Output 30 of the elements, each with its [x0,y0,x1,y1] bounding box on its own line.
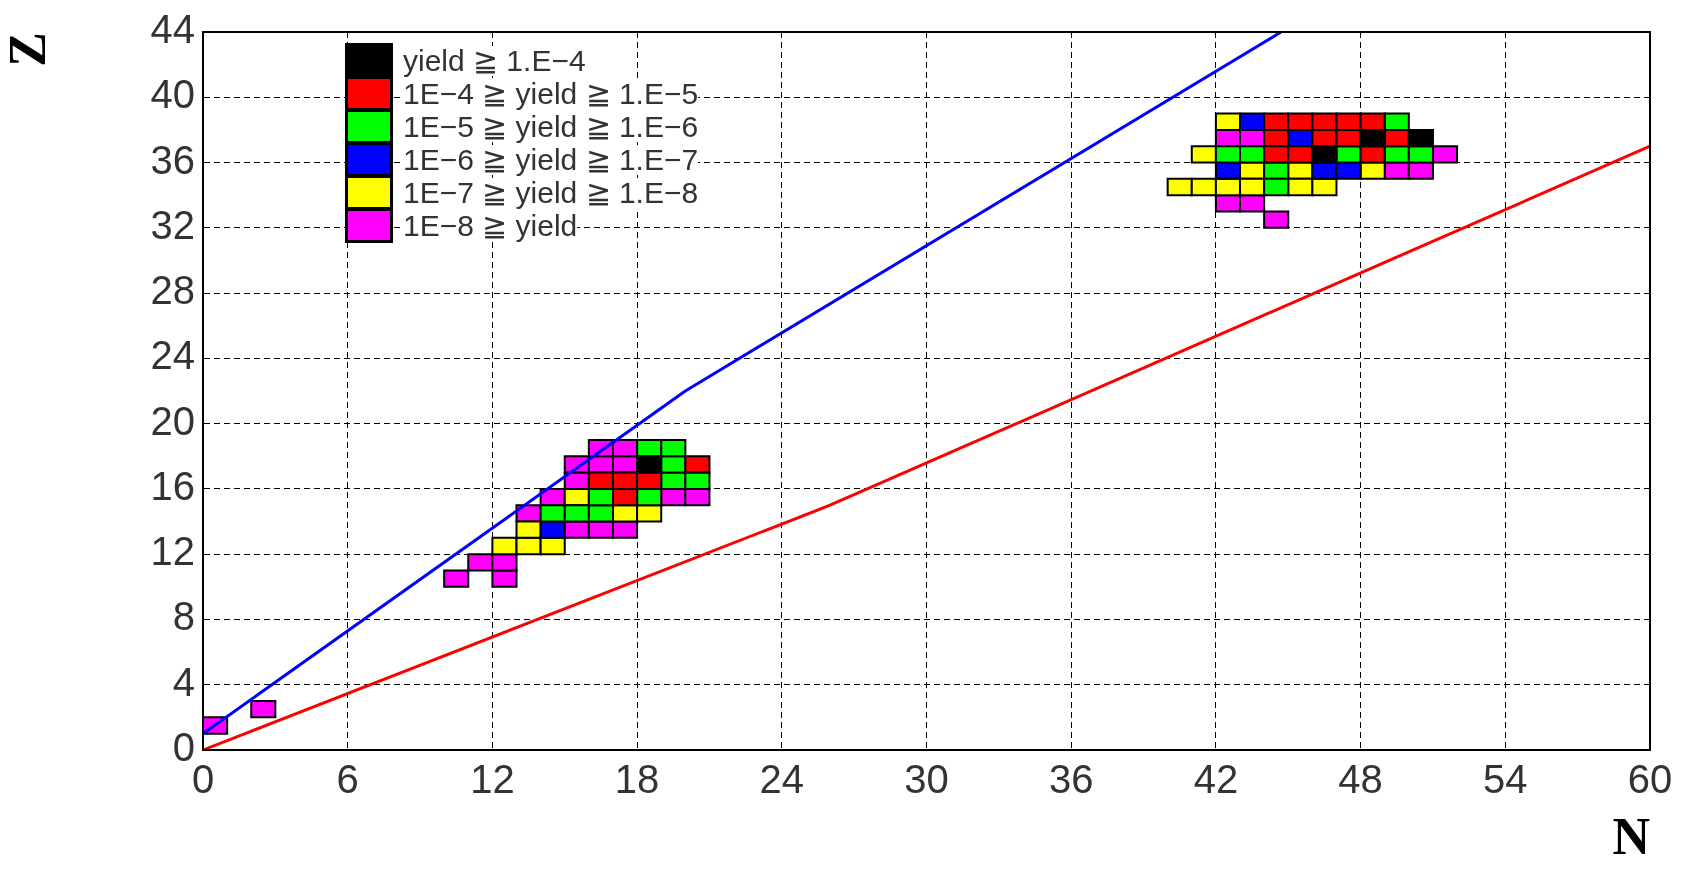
x-tick-label: 30 [904,757,949,802]
x-tick-label: 42 [1193,757,1239,802]
y-tick-label: 44 [150,7,195,52]
x-axis-title: N [1612,808,1650,866]
y-tick-label: 24 [150,333,195,378]
y-tick-label: 36 [150,137,195,182]
legend-label: 1E−5 ≧ yield ≧ 1.E−6 [403,109,699,143]
x-tick-label: 36 [1048,757,1094,802]
x-tick-label: 54 [1483,757,1528,802]
x-tick-label: 6 [336,757,359,802]
legend-label: yield ≧ 1.E−4 [403,43,586,77]
x-tick-label: 60 [1627,757,1673,802]
x-tick-label: 48 [1338,757,1383,802]
y-axis-title: Z [0,32,56,67]
y-tick-label: 12 [150,529,195,574]
y-tick-label: 40 [150,72,195,117]
y-tick-label: 20 [150,398,195,443]
x-tick-label: 24 [759,757,805,802]
legend-label: 1E−6 ≧ yield ≧ 1.E−7 [403,142,699,176]
legend-label: 1E−8 ≧ yield [403,208,578,242]
x-tick-label: 18 [614,757,660,802]
y-tick-label: 28 [150,268,195,313]
legend-label: 1E−7 ≧ yield ≧ 1.E−8 [403,175,699,209]
y-tick-label: 16 [150,463,195,508]
y-tick-label: 4 [172,659,195,704]
y-tick-label: 8 [172,594,195,639]
legend-label: 1E−4 ≧ yield ≧ 1.E−5 [403,76,699,110]
y-tick-label: 0 [172,725,195,770]
x-tick-label: 12 [470,757,515,802]
y-tick-label: 32 [150,202,195,247]
